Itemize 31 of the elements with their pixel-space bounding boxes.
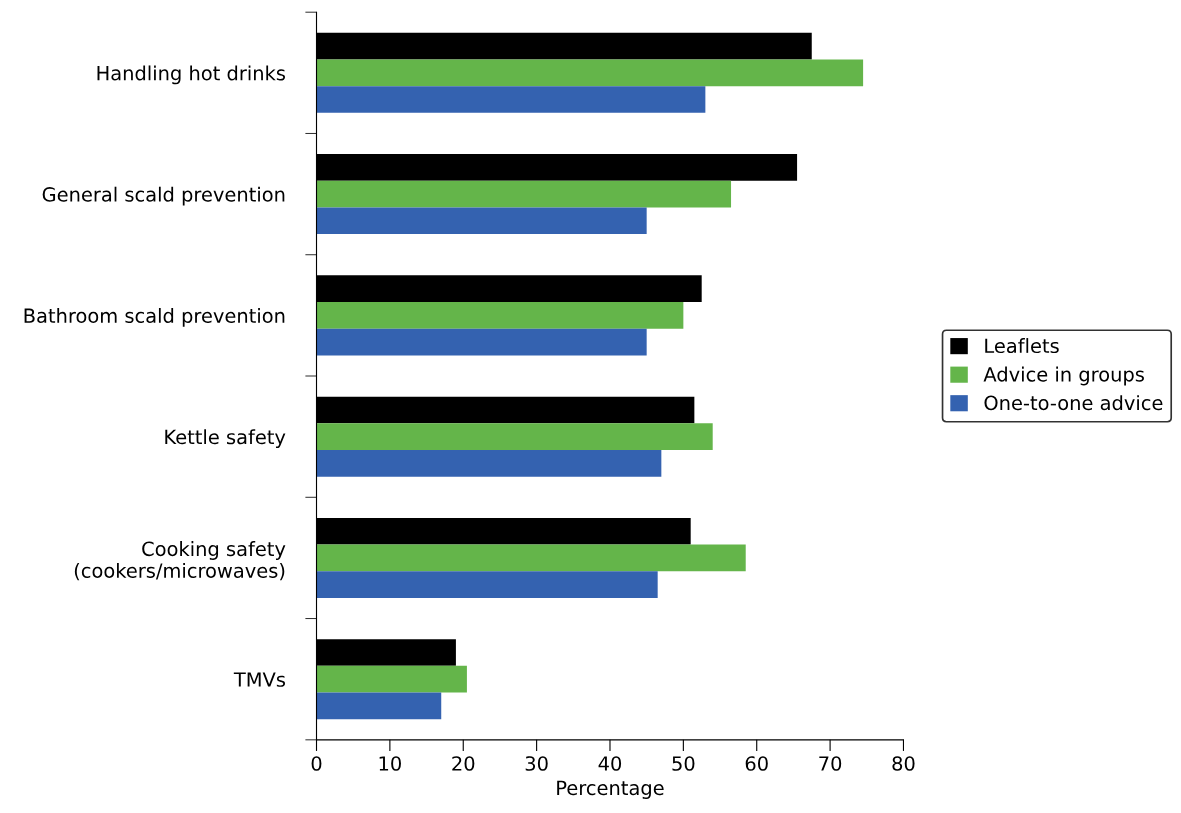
x-axis-title: Percentage	[557, 780, 664, 799]
bar	[316, 571, 658, 598]
x-tick-label: 0	[311, 756, 322, 771]
x-tick-label: 70	[819, 756, 842, 771]
y-tick-label: TMVs	[233, 672, 286, 687]
bar	[316, 328, 647, 356]
bar	[316, 423, 713, 450]
bar	[316, 180, 732, 208]
bar	[316, 302, 684, 329]
bar	[316, 692, 442, 720]
bar	[316, 665, 467, 693]
x-tick-label: 20	[452, 756, 475, 771]
y-tick-label: Kettle safety	[165, 429, 286, 449]
x-tick-label: 40	[598, 756, 622, 771]
bar	[316, 449, 662, 477]
bar	[316, 207, 647, 235]
y-tick-label: Handling hot drinks	[97, 65, 286, 85]
bar	[316, 59, 864, 87]
x-tick-label: 80	[892, 756, 915, 771]
x-tick-label: 30	[525, 756, 548, 771]
bar	[316, 544, 746, 572]
x-tick-label: 60	[745, 756, 768, 771]
x-tick-label: 50	[672, 756, 695, 771]
y-tick-label: Cooking safety (cookers/microwaves)	[74, 541, 286, 581]
legend-label: Advice in groups	[983, 366, 1144, 386]
y-tick-label: Bathroom scald prevention	[24, 307, 285, 327]
bar	[316, 86, 706, 113]
y-tick-label: General scald prevention	[42, 186, 285, 206]
legend-label: One-to-one advice	[984, 395, 1163, 411]
legend-label: Leaflets	[985, 338, 1059, 354]
x-tick-label: 10	[379, 756, 401, 771]
